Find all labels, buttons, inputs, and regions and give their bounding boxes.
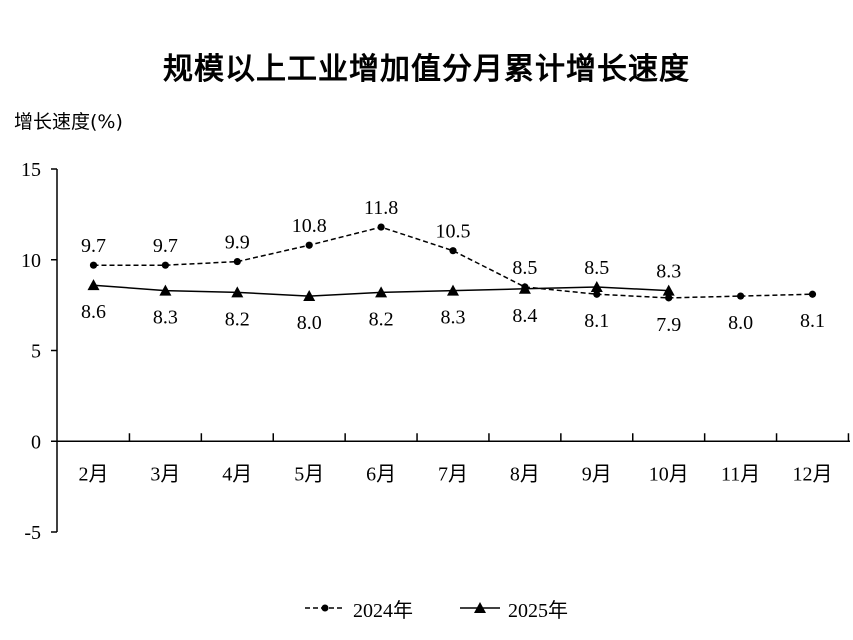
data-point-marker (808, 290, 817, 298)
data-label: 8.2 (369, 308, 394, 330)
data-point-marker (159, 284, 172, 296)
data-label: 9.9 (225, 232, 250, 254)
x-tick-label: 10月 (649, 463, 689, 485)
y-tick-label: 10 (21, 250, 41, 272)
y-tick-label: 5 (31, 341, 41, 363)
legend-item-2025: 2025年 (458, 594, 568, 622)
data-label: 8.1 (800, 310, 825, 332)
data-label: 8.5 (584, 257, 609, 279)
y-axis-label: 增长速度(%) (14, 111, 123, 133)
data-label: 8.3 (441, 307, 466, 329)
data-label: 9.7 (153, 235, 178, 257)
data-label: 10.5 (436, 221, 471, 243)
data-label: 7.9 (656, 314, 681, 336)
line-chart: 15 10 5 0 -5 2月 3月 4月 5月 6月 7月 8月 9月 10月 11月 12月 9.7 9.7 9… (21, 159, 850, 544)
y-tick-label: 15 (21, 159, 41, 181)
data-label: 8.1 (584, 310, 609, 332)
data-label: 8.4 (512, 305, 537, 327)
data-label: 8.2 (225, 308, 250, 330)
data-point-marker (161, 261, 169, 269)
data-label: 11.8 (364, 197, 398, 219)
data-point-marker (375, 286, 388, 298)
legend-marker-dashed-circle (305, 604, 345, 612)
x-tick-label: 3月 (150, 463, 180, 485)
data-label: 10.8 (292, 215, 327, 237)
legend-marker-solid-triangle (460, 602, 500, 613)
chart-title: 规模以上工业增加值分月累计增长速度 (163, 52, 690, 87)
data-label: 8.0 (728, 312, 753, 334)
legend-item-2024: 2024年 (303, 594, 413, 622)
data-point-marker (518, 282, 531, 294)
data-point-marker (303, 290, 316, 302)
x-tick-label: 6月 (366, 463, 396, 485)
x-tick-label: 11月 (721, 463, 760, 485)
legend-label-2024: 2024年 (353, 599, 413, 622)
data-point-marker (89, 261, 98, 269)
data-label: 9.7 (81, 235, 106, 257)
y-tick-label: -5 (24, 522, 41, 544)
data-point-marker (231, 286, 244, 298)
data-label: 8.3 (656, 261, 681, 283)
x-tick-label: 7月 (438, 463, 468, 485)
data-label: 8.5 (512, 257, 537, 279)
data-point-marker (233, 257, 241, 266)
data-point-marker (662, 284, 675, 296)
x-tick-label: 4月 (222, 463, 252, 485)
x-tick-label: 12月 (793, 463, 833, 485)
data-point-marker (737, 292, 745, 300)
data-point-marker (449, 247, 457, 255)
legend: 2024年 2025年 (0, 594, 853, 622)
y-tick-label: 0 (31, 431, 41, 453)
data-point-marker (305, 241, 313, 249)
x-tick-label: 2月 (79, 463, 109, 485)
data-point-marker (593, 290, 601, 298)
x-tick-label: 9月 (582, 463, 612, 485)
data-label: 8.3 (153, 307, 178, 329)
data-point-marker (665, 294, 673, 302)
data-point-marker (377, 223, 385, 231)
data-point-marker (447, 284, 459, 296)
legend-label-2025: 2025年 (508, 599, 568, 622)
x-tick-label: 5月 (294, 463, 324, 485)
data-label: 8.0 (297, 312, 322, 334)
data-label: 8.6 (81, 301, 106, 323)
data-point-marker (590, 280, 603, 292)
data-point-marker (87, 279, 100, 291)
x-tick-label: 8月 (510, 463, 540, 485)
series-line-2024年 (93, 226, 813, 299)
